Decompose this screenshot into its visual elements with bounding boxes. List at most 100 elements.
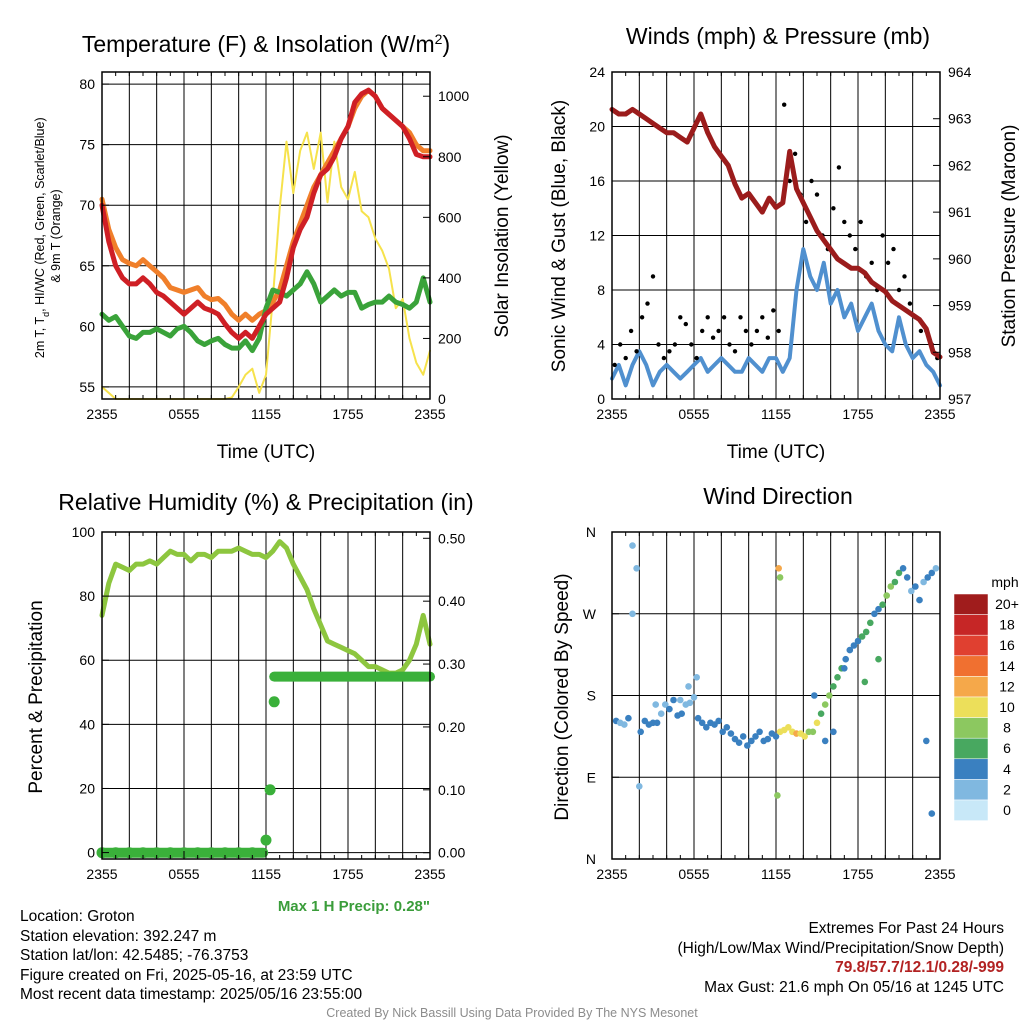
dir-point — [636, 783, 643, 790]
dir-point — [924, 574, 931, 581]
dir-point — [920, 578, 927, 586]
dir-point — [723, 724, 731, 731]
dir-point — [821, 701, 829, 708]
wind-x-ticklabel: 2355 — [924, 406, 955, 422]
rh-series — [96, 539, 435, 859]
recent-timestamp: Most recent data timestamp: 2025/05/16 2… — [20, 986, 363, 1004]
colorbar-swatch — [953, 696, 989, 718]
wind-gust-point — [645, 301, 650, 306]
rh-y2-ticklabel: 0.40 — [438, 593, 465, 609]
wind-gust-point — [831, 206, 836, 211]
dir-point — [694, 714, 702, 722]
wind-ylabel-right: Station Pressure (Maroon) — [999, 125, 1020, 348]
wind-gust-point — [661, 355, 667, 361]
dir-point — [879, 601, 886, 608]
wind-gust-point — [689, 342, 694, 347]
temp-x-ticklabel: 2355 — [414, 406, 445, 422]
dir-point — [903, 574, 911, 581]
colorbar-label: 18 — [999, 617, 1015, 633]
wind-gust-point — [700, 328, 705, 334]
wind-gust-point — [847, 233, 852, 238]
rh-y-ticklabel: 100 — [72, 524, 96, 540]
figure-created: Figure created on Fri, 2025-05-16, at 23… — [20, 966, 353, 984]
temp-x-ticklabel: 1155 — [251, 406, 281, 422]
rh-x-ticklabel: 0555 — [168, 866, 199, 882]
dir-point — [801, 733, 808, 740]
dir-point — [657, 710, 665, 717]
dir-point — [670, 696, 677, 704]
wind-gust-point — [749, 342, 754, 347]
credit-line: Created By Nick Bassill Using Data Provi… — [326, 1006, 698, 1020]
wind-series — [609, 102, 943, 388]
wind-gust-point — [891, 246, 896, 252]
dir-point — [862, 628, 870, 636]
colorbar-swatch — [953, 634, 989, 657]
dir-point — [739, 733, 747, 740]
colorbar: 20+ 18 16 14 12 10 8 6 4 2 0 — [953, 593, 1019, 821]
rh-y-ticklabel: 20 — [79, 780, 95, 796]
extremes-heading: Extremes For Past 24 Hours — [808, 920, 1004, 937]
dir-point — [774, 792, 781, 799]
dir-point — [912, 583, 919, 590]
dir-point — [846, 646, 854, 654]
wind-gust-point — [634, 349, 639, 354]
dir-point — [621, 721, 628, 728]
wind-y-ticklabel: 16 — [589, 173, 605, 189]
dir-point — [652, 701, 659, 708]
wind-gust-point — [771, 308, 776, 313]
dir-point — [764, 735, 772, 743]
temp-dewpoint-line — [99, 269, 433, 354]
temp-y2-ticklabel: 200 — [438, 330, 462, 346]
wind-gust-point — [896, 287, 902, 293]
wind-gust-point — [710, 335, 716, 340]
rh-ticks: 2355 0555 1155 1755 2355 0 20 40 60 80 100 0.00 0.10… — [72, 524, 466, 882]
colorbar-swatch — [953, 779, 989, 801]
dir-x-ticklabel: 2355 — [596, 866, 627, 882]
temp-y-ticklabel: 60 — [79, 318, 95, 334]
temp-y-ticklabel: 75 — [79, 137, 95, 153]
rh-y2-ticklabel: 0.20 — [438, 719, 465, 735]
wind-gust-point — [853, 246, 858, 252]
dir-point — [817, 710, 825, 717]
rh-y-ticklabel: 40 — [79, 716, 95, 732]
wind-y2-ticklabel: 959 — [948, 298, 972, 314]
dir-point — [811, 692, 818, 699]
temp-ticks: 2355 0555 1155 1755 235555606570758002004006… — [79, 72, 469, 422]
dir-point — [928, 810, 936, 817]
dir-point — [932, 565, 940, 572]
dir-x-ticklabel: 1155 — [761, 866, 791, 882]
wind-gust-point — [732, 349, 738, 354]
dir-point — [629, 542, 636, 549]
rh-y-ticklabel: 80 — [79, 588, 95, 604]
dir-point — [678, 710, 685, 717]
colorbar-label: 0 — [1003, 802, 1011, 818]
wind-gust-point — [814, 192, 820, 197]
dir-point — [690, 694, 698, 701]
wind-y2-ticklabel: 963 — [948, 111, 972, 127]
wind-gust-point — [754, 328, 760, 334]
dir-point — [871, 610, 878, 618]
wind-gust-point — [792, 151, 798, 156]
dir-point — [735, 739, 743, 746]
dir-point — [883, 592, 890, 599]
rh-ylabel-left: Percent & Precipitation — [26, 600, 47, 793]
colorbar-label: 10 — [999, 699, 1015, 715]
dir-point — [842, 655, 849, 663]
temp-y-ticklabel: 70 — [79, 197, 95, 213]
precip-point — [264, 784, 276, 796]
dir-point — [826, 692, 833, 699]
colorbar-label: 20+ — [995, 596, 1019, 612]
colorbar-swatch — [953, 593, 989, 615]
colorbar-label: 4 — [1003, 761, 1011, 777]
dir-point — [775, 565, 782, 572]
wind-grid — [612, 72, 940, 399]
wind-x-ticklabel: 1155 — [761, 406, 791, 422]
dir-ylabel-left: Direction (Colored By Speed) — [552, 573, 573, 820]
dir-point — [891, 578, 899, 586]
dir-point — [752, 733, 759, 740]
rh-panel: Relative Humidity (%) & Precipitation (i… — [26, 489, 474, 915]
rh-y-ticklabel: 0 — [87, 845, 95, 861]
rh-x-ticklabel: 1155 — [251, 866, 281, 882]
extremes-info: Extremes For Past 24 Hours (High/Low/Max… — [678, 919, 1005, 997]
